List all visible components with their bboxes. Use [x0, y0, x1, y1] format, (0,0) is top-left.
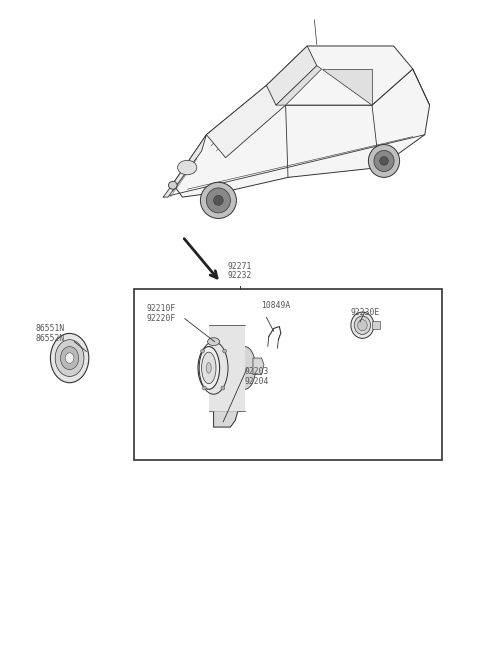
- Polygon shape: [276, 66, 322, 105]
- Ellipse shape: [198, 347, 220, 389]
- Polygon shape: [253, 358, 264, 374]
- Ellipse shape: [55, 340, 84, 376]
- Ellipse shape: [223, 349, 227, 353]
- Polygon shape: [266, 46, 413, 105]
- Ellipse shape: [50, 334, 89, 382]
- Polygon shape: [206, 85, 286, 158]
- Ellipse shape: [201, 349, 204, 353]
- Ellipse shape: [214, 196, 223, 206]
- Ellipse shape: [207, 338, 220, 346]
- Text: 10849A: 10849A: [262, 301, 290, 310]
- Polygon shape: [214, 412, 238, 427]
- Ellipse shape: [234, 347, 256, 389]
- Ellipse shape: [65, 353, 74, 363]
- Bar: [134, 289, 442, 460]
- Text: 92271: 92271: [228, 261, 252, 271]
- Ellipse shape: [374, 150, 394, 171]
- Ellipse shape: [380, 156, 388, 166]
- Ellipse shape: [202, 352, 216, 384]
- Text: 92230E: 92230E: [350, 307, 379, 317]
- Ellipse shape: [60, 347, 79, 369]
- Text: 92210F: 92210F: [146, 304, 175, 313]
- Text: 92203: 92203: [245, 367, 269, 376]
- Bar: [372, 321, 380, 329]
- Text: 86551N: 86551N: [36, 324, 65, 333]
- Ellipse shape: [221, 386, 225, 390]
- Ellipse shape: [351, 312, 374, 338]
- Polygon shape: [163, 135, 206, 197]
- Ellipse shape: [203, 386, 206, 390]
- Bar: [209, 325, 245, 411]
- Text: 92220F: 92220F: [146, 314, 175, 323]
- Polygon shape: [173, 69, 430, 197]
- Ellipse shape: [354, 316, 371, 334]
- Ellipse shape: [178, 160, 197, 175]
- Text: 92232: 92232: [228, 271, 252, 281]
- Ellipse shape: [201, 183, 236, 219]
- Text: 86552N: 86552N: [36, 334, 65, 343]
- Ellipse shape: [369, 145, 399, 177]
- Ellipse shape: [168, 181, 177, 189]
- Polygon shape: [266, 46, 317, 105]
- Ellipse shape: [358, 320, 367, 331]
- Text: 92204: 92204: [245, 376, 269, 386]
- Ellipse shape: [206, 188, 230, 213]
- Polygon shape: [322, 69, 372, 105]
- Ellipse shape: [206, 363, 211, 373]
